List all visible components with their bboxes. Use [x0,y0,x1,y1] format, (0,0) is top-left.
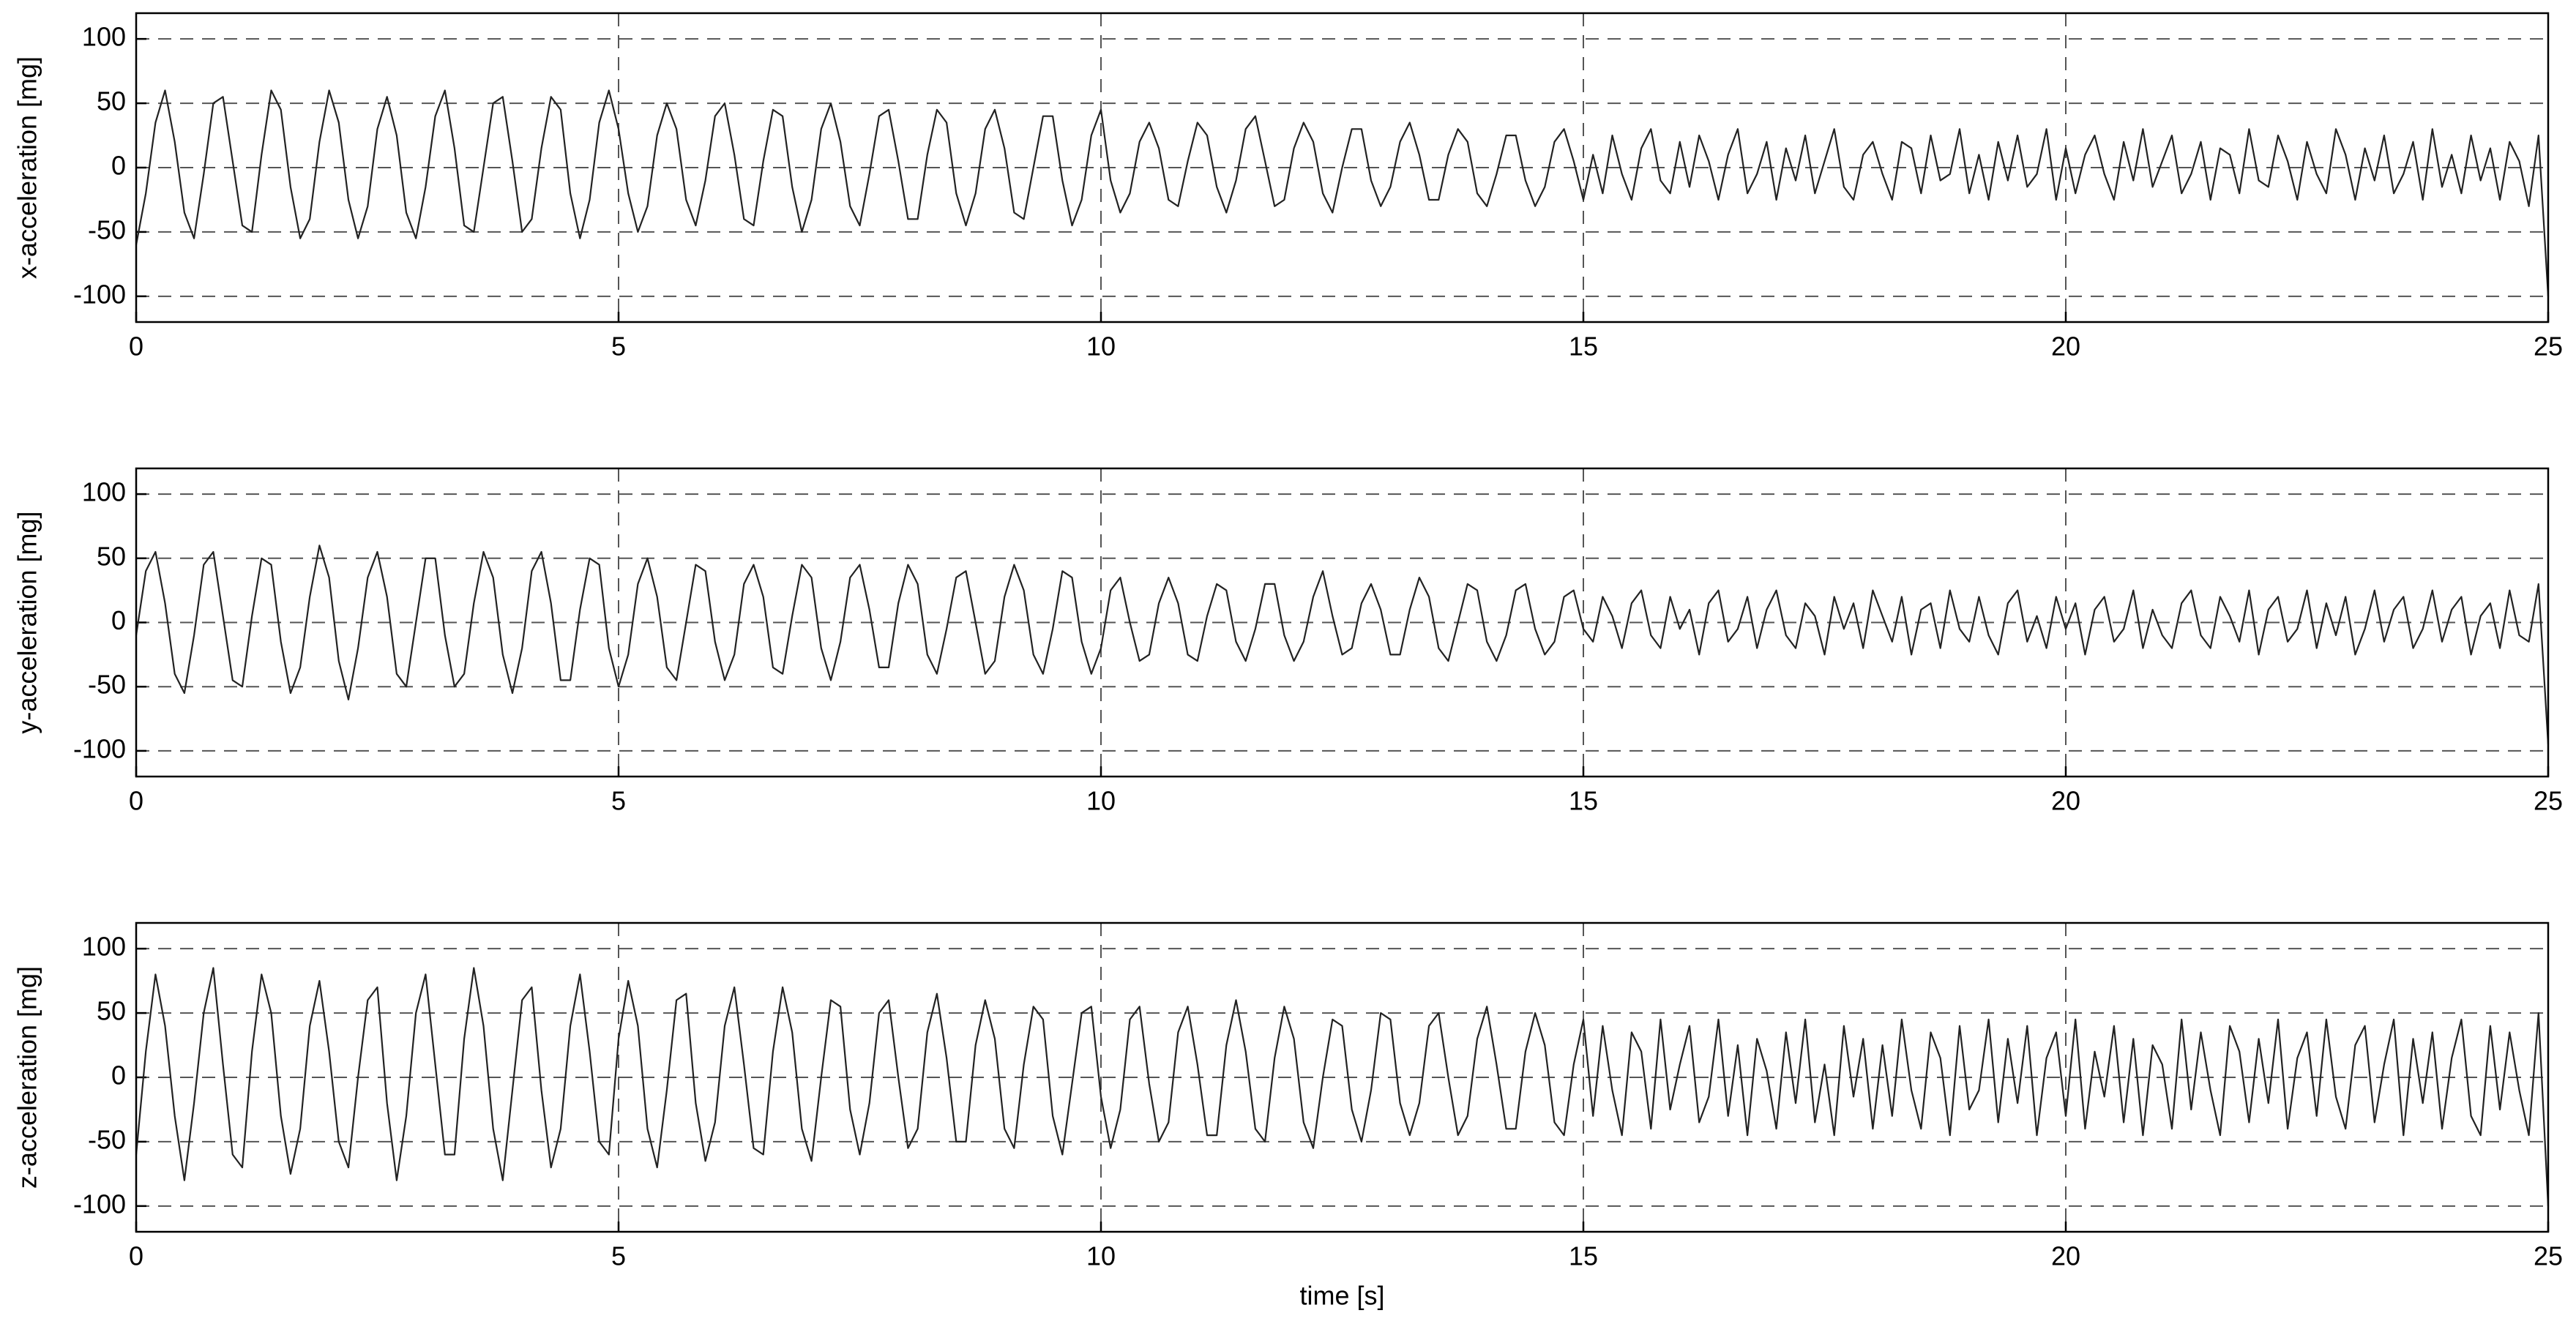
y-tick-label: -100 [73,733,126,763]
x-tick-label: 25 [2534,332,2563,362]
y-tick-label: 0 [111,1061,126,1091]
y-tick-label: -50 [88,670,126,700]
y-tick-label: -100 [73,279,126,309]
signal-line [135,89,2550,296]
y-axis-label: x-acceleration [mg] [12,56,42,279]
plot-frame [135,921,2550,1233]
x-axis-label: time [s] [1299,1281,1384,1311]
x-tick-label: 10 [1086,786,1116,816]
x-tick-label: 0 [129,1241,143,1271]
y-tick-label: 0 [111,605,126,635]
x-tick-label: 10 [1086,1241,1116,1271]
y-tick-label: 100 [82,22,126,52]
y-tick-label: 100 [82,477,126,507]
signal-line [135,545,2550,745]
y-tick-label: -100 [73,1189,126,1219]
x-tick-label: 0 [129,332,143,362]
y-axis-label: y-acceleration [mg] [12,511,42,733]
x-tick-label: 5 [611,332,626,362]
y-tick-label: -50 [88,214,126,244]
y-tick-label: 100 [82,932,126,962]
x-tick-label: 25 [2534,786,2563,816]
x-tick-label: 10 [1086,332,1116,362]
x-tick-label: 5 [611,1241,626,1271]
x-tick-label: 15 [1569,1241,1598,1271]
x-tick-label: 15 [1569,332,1598,362]
plot-frame [135,12,2550,323]
signal-line [135,967,2550,1206]
x-tick-label: 0 [129,786,143,816]
x-tick-label: 20 [2051,1241,2080,1271]
x-tick-label: 5 [611,786,626,816]
x-tick-label: 20 [2051,332,2080,362]
y-tick-label: 50 [97,86,126,116]
x-tick-label: 15 [1569,786,1598,816]
x-tick-label: 20 [2051,786,2080,816]
plot-frame [135,467,2550,778]
y-axis-label: z-acceleration [mg] [12,966,42,1189]
y-tick-label: 50 [97,541,126,571]
y-tick-label: 50 [97,996,126,1026]
y-tick-label: 0 [111,151,126,181]
x-tick-label: 25 [2534,1241,2563,1271]
y-tick-label: -50 [88,1124,126,1154]
